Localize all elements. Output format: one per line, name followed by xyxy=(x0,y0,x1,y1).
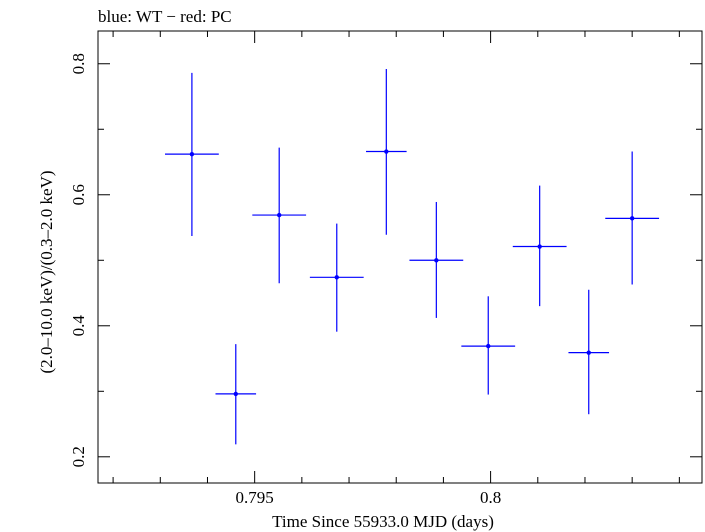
y-tick-label: 0.6 xyxy=(69,184,88,205)
y-axis-label: (2.0–10.0 keV)/(0.3–2.0 keV) xyxy=(37,170,56,373)
data-marker xyxy=(586,350,591,355)
data-point xyxy=(252,147,307,284)
series-layer xyxy=(165,68,660,445)
data-marker xyxy=(537,244,542,249)
data-point xyxy=(165,72,219,237)
x-tick-label: 0.8 xyxy=(480,488,501,507)
data-point xyxy=(568,289,610,415)
data-point xyxy=(215,344,257,445)
x-tick-label: 0.795 xyxy=(236,488,274,507)
data-marker xyxy=(434,258,439,263)
data-point xyxy=(366,68,407,235)
data-marker xyxy=(486,343,491,349)
chart-title: blue: WT − red: PC xyxy=(98,7,232,26)
data-point xyxy=(512,185,567,307)
y-tick-label: 0.4 xyxy=(69,315,88,337)
data-marker xyxy=(629,216,635,221)
data-point xyxy=(409,201,464,318)
data-marker xyxy=(189,151,195,157)
data-marker xyxy=(277,212,282,218)
data-marker xyxy=(233,391,238,397)
y-tick-label: 0.8 xyxy=(69,53,88,74)
plot-frame xyxy=(97,30,703,484)
data-marker xyxy=(334,275,339,280)
ticks-layer: 0.795 0.8 0.2 0.4 0.6 0.8 xyxy=(69,31,702,507)
data-point xyxy=(461,296,516,395)
data-point xyxy=(309,223,364,332)
y-tick-label: 0.2 xyxy=(69,446,88,467)
x-axis-label: Time Since 55933.0 MJD (days) xyxy=(272,512,494,531)
data-marker xyxy=(384,149,389,154)
data-point xyxy=(605,151,660,285)
